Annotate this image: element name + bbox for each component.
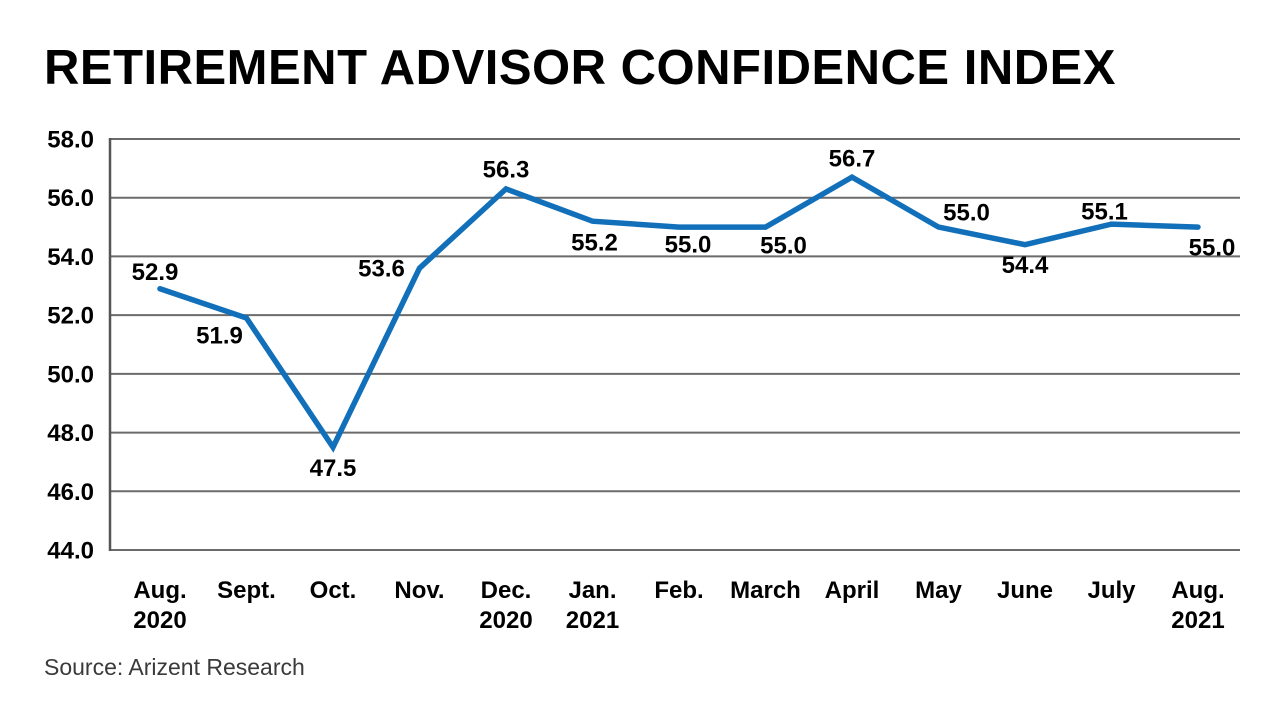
data-point-label: 55.0 [1189, 235, 1236, 262]
data-point-label: 54.4 [1002, 252, 1049, 279]
y-axis-tick-label: 48.0 [47, 420, 94, 447]
y-axis-tick-label: 46.0 [47, 479, 94, 506]
y-axis-tick-label: 56.0 [47, 185, 94, 212]
x-axis-tick-label: May [915, 577, 962, 604]
chart-title: RETIREMENT ADVISOR CONFIDENCE INDEX [44, 41, 1116, 95]
x-axis-tick-label: June [997, 577, 1053, 604]
y-axis-tick-label: 52.0 [47, 303, 94, 330]
x-axis-tick-label: Dec. [481, 577, 532, 604]
data-point-label: 55.1 [1081, 199, 1128, 226]
confidence-index-line [157, 173, 1201, 453]
x-axis-tick-label: March [730, 577, 801, 604]
x-axis-tick-label: 2020 [133, 607, 186, 634]
data-point-label: 56.3 [483, 156, 530, 183]
data-point-label: 55.0 [943, 200, 990, 227]
y-axis-tick-label: 50.0 [47, 361, 94, 388]
x-axis-tick-label: Jan. [568, 577, 616, 604]
x-axis-tick-label: Aug. [1171, 577, 1224, 604]
x-axis-tick-label: Sept. [217, 577, 276, 604]
source-note: Source: Arizent Research [44, 654, 305, 680]
data-point-label: 47.5 [310, 455, 357, 482]
data-point-label: 52.9 [132, 259, 179, 286]
x-axis-tick-label: April [825, 577, 880, 604]
x-axis-tick-label: July [1087, 577, 1136, 604]
y-axis-tick-label: 44.0 [47, 538, 94, 565]
x-axis-tick-label: Oct. [310, 577, 357, 604]
data-point-label: 51.9 [196, 323, 243, 350]
data-point-label: 55.0 [665, 232, 712, 259]
x-axis-tick-label: Aug. [133, 577, 186, 604]
x-axis-tick-label: 2021 [566, 607, 619, 634]
y-axis-tick-label: 58.0 [47, 127, 94, 154]
x-axis-tick-label: Feb. [654, 577, 703, 604]
x-axis-tick-label: 2021 [1171, 607, 1224, 634]
x-axis-tick-label: Nov. [394, 577, 444, 604]
data-point-label: 56.7 [829, 146, 876, 173]
data-point-label: 53.6 [358, 256, 405, 283]
x-axis-tick-label: 2020 [479, 607, 532, 634]
y-axis-tick-label: 54.0 [47, 244, 94, 271]
data-point-label: 55.0 [760, 233, 807, 260]
data-point-label: 55.2 [571, 230, 618, 257]
